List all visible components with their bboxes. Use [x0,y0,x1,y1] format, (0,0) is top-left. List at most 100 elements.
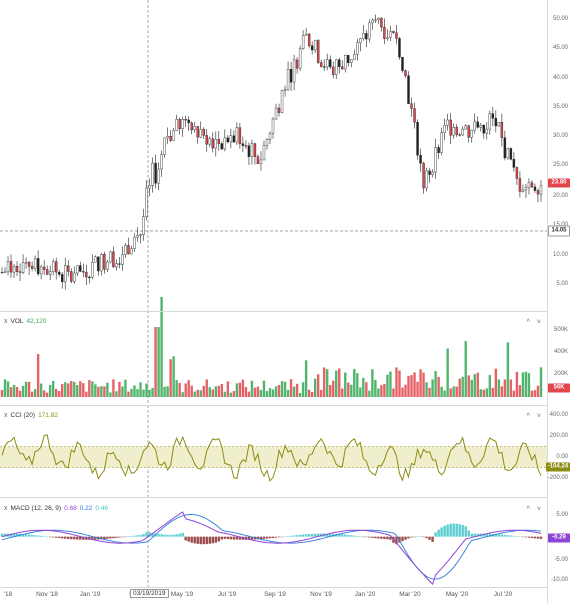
macd-histogram-bar [220,536,224,540]
price-candle [440,132,443,153]
price-candle [404,70,407,76]
volume-bar [253,387,257,397]
pane-divider[interactable] [0,311,547,312]
chevron-up-icon[interactable]: ^ [526,412,530,420]
macd-histogram-bar [458,524,461,537]
price-candle [280,90,284,113]
volume-bar [232,391,236,397]
price-candle [88,276,91,279]
volume-bar [286,389,290,397]
price-candle [148,185,151,189]
volume-bar [58,391,61,397]
volume-bar [383,383,386,397]
macd-histogram-bar [338,534,341,537]
macd-histogram-bar [36,535,40,537]
price-candle [0,272,4,274]
volume-bar [130,388,133,397]
close-icon[interactable]: x [4,411,8,419]
price-axis-label: 25.00 [552,162,568,168]
volume-bar [425,382,428,397]
macd-histogram-bar [82,536,85,540]
macd-histogram-bar [316,533,320,537]
macd-histogram-bar [70,536,73,540]
pane-divider[interactable] [0,405,547,406]
close-icon[interactable]: x [4,317,8,325]
chevron-down-icon[interactable]: ˅ [536,318,541,326]
time-axis-label: May '19 [170,591,194,598]
volume-bar [503,379,507,397]
price-candle [76,265,79,274]
macd-histogram-bar [500,534,504,537]
price-candle [368,22,371,40]
volume-bar [148,389,151,397]
volume-bar [407,375,410,397]
price-candle [518,178,522,192]
price-candle [392,31,395,33]
macd-histogram-bar [27,534,31,537]
macd-histogram-bar [51,536,55,538]
macd-histogram-bar [416,536,419,537]
price-candle [103,253,106,270]
macd-histogram-bar [202,536,205,545]
price-candle [109,251,112,263]
volume-bar [404,384,407,397]
price-candle [295,59,299,69]
volume-bar [497,379,501,397]
cci-axis-label: 0.00 [556,454,568,460]
indicator-value: 171.82 [38,411,58,419]
price-candle [223,137,227,150]
macd-histogram-bar [485,533,488,537]
volume-bar [512,390,516,397]
price-candle [91,262,94,278]
macd-histogram-bar [217,536,221,542]
volume-bar [280,381,284,397]
volume-bar [440,386,443,397]
volume-bar [121,386,124,397]
volume-bar [298,392,302,397]
price-candle [500,122,504,138]
volume-bar [3,379,7,397]
cci-axis-label: -200.00 [547,475,568,481]
macd-histogram-bar [473,533,476,537]
crosshair-date-tag: 03/19/2019 [130,589,169,598]
macd-histogram-bar [142,534,145,537]
macd-histogram-bar [172,534,175,537]
price-candle [250,143,254,157]
volume-bar [18,390,22,397]
price-candle [190,122,193,131]
volume-bar [452,386,455,397]
chevron-up-icon[interactable]: ^ [526,505,530,513]
macd-histogram-bar [452,523,455,537]
volume-bar [133,385,136,397]
volume-bar [371,369,374,397]
volume-bar [127,391,130,397]
macd-histogram-bar [268,536,272,539]
chevron-down-icon[interactable]: ˅ [536,505,541,513]
price-candle [70,271,73,282]
macd-histogram-bar [380,536,383,539]
price-candle [220,143,224,150]
price-candle [356,42,359,55]
price-candle [187,119,190,124]
price-candle [322,66,326,68]
macd-histogram-bar [229,536,233,540]
macd-histogram-bar [163,534,166,537]
close-icon[interactable]: x [4,504,8,512]
price-candle [94,256,97,263]
macd-histogram-bar [58,536,61,539]
volume-bar [295,383,299,397]
macd-histogram-bar [437,529,440,537]
volume-bar [419,369,422,397]
volume-bar [268,388,272,397]
chevron-up-icon[interactable]: ^ [526,318,530,326]
price-candle [196,126,199,138]
volume-bar [289,379,293,397]
price-candle [419,154,422,164]
volume-bar [27,381,31,397]
pane-divider[interactable] [0,497,547,498]
price-candle [271,118,275,134]
chevron-down-icon[interactable]: ˅ [536,412,541,420]
macd-histogram-bar [256,536,260,540]
volume-bar [259,389,263,397]
